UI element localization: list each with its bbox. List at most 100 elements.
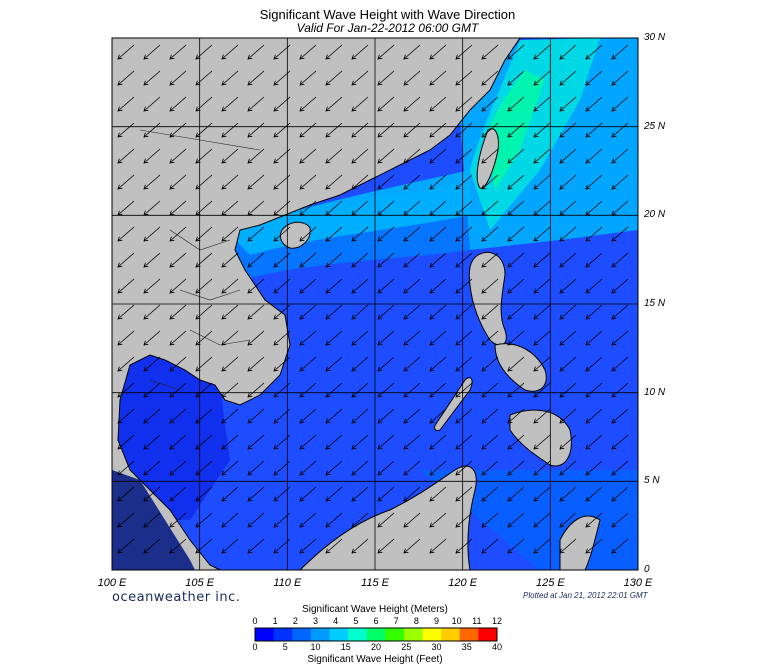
wave-arrow [508,434,525,449]
wave-arrow [612,356,629,371]
wave-arrow [300,434,317,449]
wave-arrow [274,356,291,371]
wave-arrow [118,96,135,111]
wave-arrow [456,330,473,345]
wave-arrow [430,96,447,111]
lat-tick-label: 25 N [644,120,666,132]
wave-arrow [586,486,603,501]
lon-tick-label: 110 E [273,577,302,589]
wave-arrow [378,486,395,501]
wave-arrow [144,512,161,527]
wave-arrow [456,148,473,163]
meters-tick: 1 [272,616,278,626]
wave-arrow [196,174,213,189]
wave-arrow [326,330,343,345]
wave-arrow [274,200,291,215]
wave-arrow [508,226,525,241]
wave-arrow [196,122,213,137]
wave-arrow [534,122,551,137]
wave-arrow [326,304,343,319]
wave-arrow [222,44,239,59]
wave-arrow [378,356,395,371]
wave-arrow [248,512,265,527]
wave-arrow [404,356,421,371]
wave-arrow [326,434,343,449]
wave-arrow [170,434,187,449]
wave-arrow [378,174,395,189]
wave-arrow [144,174,161,189]
wave-arrow [144,148,161,163]
wave-arrow [612,226,629,241]
wave-arrow [430,460,447,475]
wave-arrow [456,96,473,111]
wave-arrow [274,226,291,241]
wave-arrow [352,304,369,319]
wave-arrow [300,486,317,501]
wave-arrow [248,148,265,163]
wave-arrow [144,434,161,449]
wave-arrow [586,460,603,475]
wave-arrow [144,122,161,137]
wave-arrow [222,96,239,111]
wave-arrow [456,200,473,215]
lat-tick-label: 5 N [644,475,660,487]
wave-arrow [326,96,343,111]
wave-arrow [118,434,135,449]
wave-arrow [456,122,473,137]
wave-arrow [534,382,551,397]
wave-arrow [456,460,473,475]
wave-arrow [378,512,395,527]
wave-arrow [222,460,239,475]
wave-arrow [404,70,421,85]
wave-arrow [560,538,577,553]
wave-arrow [612,174,629,189]
wave-arrow [352,460,369,475]
wave-arrow [612,382,629,397]
meters-tick: 8 [413,616,419,626]
feet-tick: 30 [431,642,442,652]
wave-arrow [586,512,603,527]
lat-tick-label: 30 N [644,32,666,43]
wave-arrow [560,382,577,397]
wave-arrow [352,434,369,449]
wave-arrow [222,512,239,527]
wave-arrow [196,148,213,163]
wave-arrow [430,70,447,85]
wave-arrow [118,44,135,59]
wave-arrow [404,434,421,449]
meters-tick: 12 [491,616,502,626]
wave-arrow [456,44,473,59]
wave-arrow [404,122,421,137]
wave-arrow [482,226,499,241]
wave-arrow [352,278,369,293]
wave-arrow [482,512,499,527]
wave-arrow [612,200,629,215]
wave-arrow [196,252,213,267]
wave-arrow [560,460,577,475]
wave-arrow [378,408,395,423]
wave-arrow [326,460,343,475]
wave-arrow [560,122,577,137]
wave-arrow [404,200,421,215]
wave-arrow [560,174,577,189]
wave-arrow [612,538,629,553]
wave-arrow [118,122,135,137]
wave-arrow [222,70,239,85]
plotted-timestamp: Plotted at Jan 21, 2012 22:01 GMT [523,591,648,600]
wave-arrow [352,122,369,137]
wave-arrow [118,252,135,267]
wave-arrow [586,278,603,293]
wave-arrow [118,486,135,501]
wave-arrow [482,174,499,189]
wave-arrow [612,460,629,475]
chart-subtitle: Valid For Jan-22-2012 06:00 GMT [296,21,479,35]
meters-tick: 10 [451,616,462,626]
wave-arrow [586,382,603,397]
wave-arrow [352,356,369,371]
wave-arrow [144,538,161,553]
wave-arrow [482,408,499,423]
wave-arrow [274,44,291,59]
sulawesi-island [559,515,601,570]
meters-tick: 7 [393,616,399,626]
wave-arrow [170,512,187,527]
